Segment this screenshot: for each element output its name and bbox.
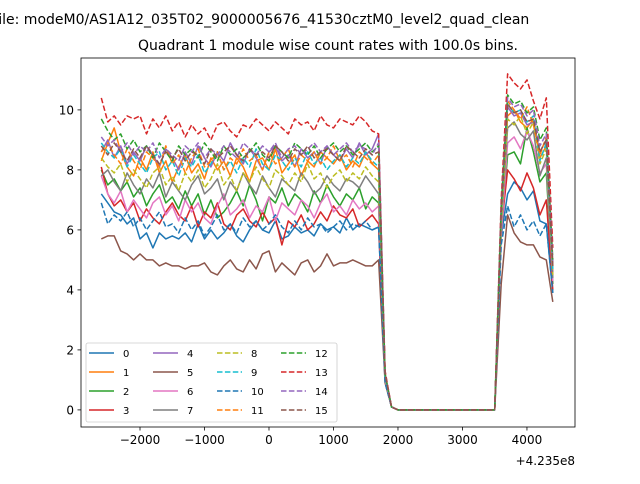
x-tick-label: 4000	[512, 433, 543, 447]
plot-lines	[100, 73, 554, 411]
y-tick-label: 0	[66, 403, 74, 417]
series-line-11	[100, 100, 554, 411]
x-tick-label: −2000	[120, 433, 161, 447]
suptitle: n file: modeM0/AS1A12_035T02_9000005676_…	[0, 12, 529, 28]
x-tick-label: −1000	[184, 433, 225, 447]
y-axis: 0 2 4 6 8 10	[59, 103, 81, 417]
legend-label-8: 8	[251, 349, 257, 360]
axes-frame	[80, 57, 576, 428]
legend-label-1: 1	[123, 368, 129, 379]
y-tick-label: 4	[66, 283, 74, 297]
y-tick-label: 10	[59, 103, 74, 117]
y-tick-label: 8	[66, 163, 74, 177]
legend-label-9: 9	[251, 368, 257, 379]
series-line-14	[100, 97, 554, 411]
x-axis: −2000 −1000 0 1000 2000 3000 4000	[120, 427, 543, 447]
legend-frame	[85, 342, 338, 423]
series-line-13	[100, 73, 554, 411]
x-tick-label: 0	[265, 433, 273, 447]
legend-label-14: 14	[315, 387, 328, 398]
legend-label-10: 10	[251, 387, 264, 398]
x-offset-label: +4.235e8	[516, 454, 575, 468]
legend-label-15: 15	[315, 406, 328, 417]
legend-label-7: 7	[187, 406, 193, 417]
legend-label-0: 0	[123, 349, 129, 360]
legend-label-4: 4	[187, 349, 193, 360]
chart-title: Quadrant 1 module wise count rates with …	[138, 38, 518, 54]
legend-label-2: 2	[123, 387, 129, 398]
y-tick-label: 2	[66, 343, 74, 357]
legend-label-13: 13	[315, 368, 328, 379]
series-line-10	[100, 202, 554, 411]
legend-label-11: 11	[251, 406, 264, 417]
y-tick-label: 6	[66, 223, 74, 237]
x-tick-label: 2000	[383, 433, 414, 447]
legend-label-5: 5	[187, 368, 193, 379]
legend-label-12: 12	[315, 349, 328, 360]
x-tick-label: 3000	[447, 433, 478, 447]
legend-label-3: 3	[123, 406, 129, 417]
series-line-15	[100, 103, 554, 411]
legend-label-6: 6	[187, 387, 193, 398]
x-tick-label: 1000	[318, 433, 349, 447]
